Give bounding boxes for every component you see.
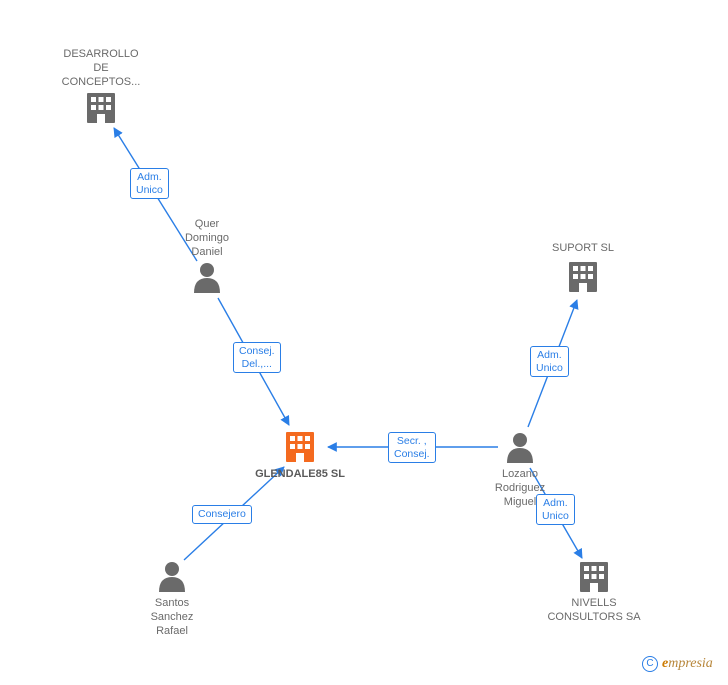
node-label-lozano[interactable]: LozanoRodriguezMiguel	[495, 468, 545, 509]
node-label-glendale[interactable]: GLENDALE85 SL	[255, 468, 345, 482]
building-icon-suport[interactable]	[569, 262, 597, 292]
node-label-suport[interactable]: SUPORT SL	[552, 242, 614, 256]
node-label-nivells[interactable]: NIVELLSCONSULTORS SA	[547, 597, 640, 625]
edge-label-quer-desarrollo: Adm.Unico	[130, 168, 169, 199]
edge-label-lozano-glendale: Secr. ,Consej.	[388, 432, 436, 463]
edge-label-quer-glendale: Consej.Del.,...	[233, 342, 281, 373]
person-icon-santos[interactable]	[159, 562, 185, 592]
building-icon-nivells[interactable]	[580, 562, 608, 592]
node-label-quer[interactable]: QuerDomingoDaniel	[185, 218, 229, 259]
diagram-canvas	[0, 0, 728, 685]
building-icon-desarrollo[interactable]	[87, 93, 115, 123]
edge-label-santos-glendale: Consejero	[192, 505, 252, 524]
building-icon-glendale[interactable]	[286, 432, 314, 462]
person-icon-lozano[interactable]	[507, 433, 533, 463]
edge-label-lozano-suport: Adm.Unico	[530, 346, 569, 377]
person-icon-quer[interactable]	[194, 263, 220, 293]
watermark: Cempresia	[642, 656, 713, 672]
node-label-desarrollo[interactable]: DESARROLLODECONCEPTOS...	[62, 48, 141, 89]
node-label-santos[interactable]: SantosSanchezRafael	[151, 597, 194, 638]
copyright-icon: C	[642, 656, 658, 672]
